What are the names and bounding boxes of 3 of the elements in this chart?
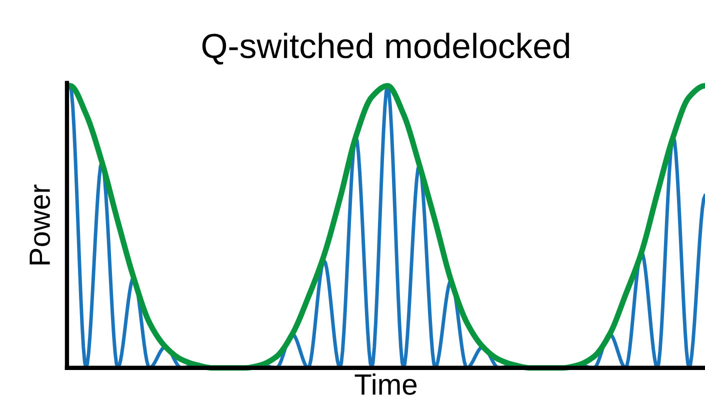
x-axis-title: Time [354, 373, 417, 395]
y-axis-title: Power [30, 184, 50, 264]
chart-title: Q-switched modelocked [202, 32, 570, 65]
